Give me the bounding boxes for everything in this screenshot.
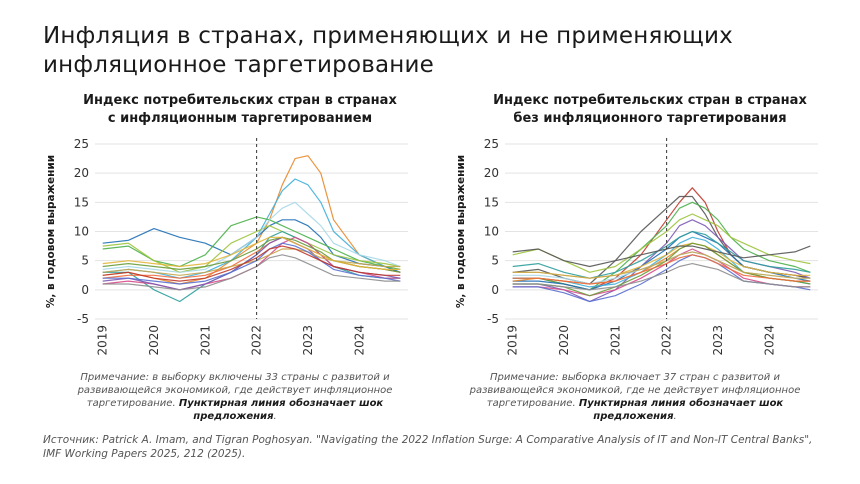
series-line bbox=[102, 254, 401, 291]
y-tick-label: -5 bbox=[487, 312, 499, 326]
chart-non-it-note: Примечание: выборка включает 37 стран с … bbox=[455, 371, 815, 423]
chart-it-title-line2: с инфляционным таргетированием bbox=[107, 111, 373, 126]
chart-it-note-text: Примечание: в выборку включены 33 страны… bbox=[77, 372, 393, 409]
series-line bbox=[102, 155, 401, 285]
chart-non-it-title: Индекс потребительских стран в странах б… bbox=[450, 92, 850, 128]
y-axis-label: %, в годовом выражении bbox=[45, 155, 57, 308]
y-tick-label: 15 bbox=[484, 195, 499, 209]
y-tick-label: 10 bbox=[484, 225, 499, 239]
series-line bbox=[512, 230, 811, 279]
chart-non-it-note-text: Примечание: выборка включает 37 стран с … bbox=[469, 372, 801, 409]
x-tick-label: 2022 bbox=[660, 325, 674, 356]
series-line bbox=[512, 251, 811, 279]
series-line bbox=[102, 216, 401, 270]
x-tick-label: 2021 bbox=[608, 325, 622, 356]
series-line bbox=[102, 225, 401, 273]
y-tick-label: 20 bbox=[484, 166, 499, 180]
series-line bbox=[102, 201, 401, 273]
y-tick-label: 25 bbox=[484, 137, 499, 151]
chart-it-note-bold: Пунктирная линия обозначает шок предложе… bbox=[178, 398, 384, 422]
y-tick-label: -5 bbox=[77, 312, 89, 326]
chart-non-it-note-bold: Пунктирная линия обозначает шок предложе… bbox=[578, 398, 784, 422]
series-line bbox=[102, 245, 401, 282]
x-tick-label: 2023 bbox=[711, 325, 725, 356]
chart-it-plot: -5 0 5 10 15 20 25 2019 2020 2021 2022 2023 2024 %, в… bbox=[45, 137, 408, 356]
x-tick-label: 2022 bbox=[250, 325, 264, 356]
series-line bbox=[512, 213, 811, 273]
y-tick-label: 25 bbox=[74, 137, 89, 151]
x-tick-label: 2020 bbox=[557, 325, 571, 356]
x-tick-label: 2024 bbox=[352, 325, 366, 356]
chart-non-it-title-line2: без инфляционного таргетирования bbox=[513, 111, 787, 126]
series-line bbox=[102, 230, 401, 303]
y-tick-label: 5 bbox=[81, 254, 89, 268]
y-tick-label: 20 bbox=[74, 166, 89, 180]
x-tick-label: 2021 bbox=[198, 325, 212, 356]
page-title: Инфляция в странах, применяющих и не при… bbox=[43, 22, 803, 80]
y-tick-label: 5 bbox=[491, 254, 499, 268]
page-title-line1: Инфляция в странах, применяющих и не при… bbox=[43, 23, 733, 49]
x-tick-label: 2020 bbox=[147, 325, 161, 356]
chart-it-note: Примечание: в выборку включены 33 страны… bbox=[55, 371, 415, 423]
series-line bbox=[512, 263, 811, 291]
y-tick-label: 0 bbox=[81, 283, 89, 297]
chart-non-it-panel: Индекс потребительских стран в странах б… bbox=[450, 92, 850, 362]
series-line bbox=[102, 248, 401, 276]
series-line bbox=[102, 242, 401, 285]
x-tick-label: 2019 bbox=[506, 325, 520, 356]
chart-non-it-title-line1: Индекс потребительских стран в странах bbox=[493, 93, 807, 108]
chart-non-it-note-end: . bbox=[673, 411, 677, 422]
y-tick-label: 15 bbox=[74, 195, 89, 209]
chart-it-title-line1: Индекс потребительских стран в странах bbox=[83, 93, 397, 108]
series-line bbox=[512, 245, 811, 268]
series-line bbox=[512, 248, 811, 297]
x-tick-label: 2023 bbox=[301, 325, 315, 356]
chart-it-note-end: . bbox=[273, 411, 277, 422]
y-axis-label: %, в годовом выражении bbox=[455, 155, 467, 308]
x-tick-label: 2024 bbox=[762, 325, 776, 356]
series-line bbox=[102, 236, 401, 270]
series-line bbox=[512, 254, 811, 285]
series-line bbox=[512, 201, 811, 291]
x-tick-label: 2019 bbox=[96, 325, 110, 356]
y-tick-label: 10 bbox=[74, 225, 89, 239]
source-citation: Источник: Patrick A. Imam, and Tigran Po… bbox=[43, 434, 813, 460]
chart-it-title: Индекс потребительских стран в странах с… bbox=[40, 92, 440, 128]
series-line bbox=[102, 178, 401, 279]
y-tick-label: 0 bbox=[491, 283, 499, 297]
chart-non-it-plot: -5 0 5 10 15 20 25 2019 2020 2021 2022 2023 2024 %, в… bbox=[455, 137, 818, 356]
page-title-line2: инфляционное таргетирование bbox=[43, 52, 434, 78]
chart-it-panel: Индекс потребительских стран в странах с… bbox=[40, 92, 440, 362]
